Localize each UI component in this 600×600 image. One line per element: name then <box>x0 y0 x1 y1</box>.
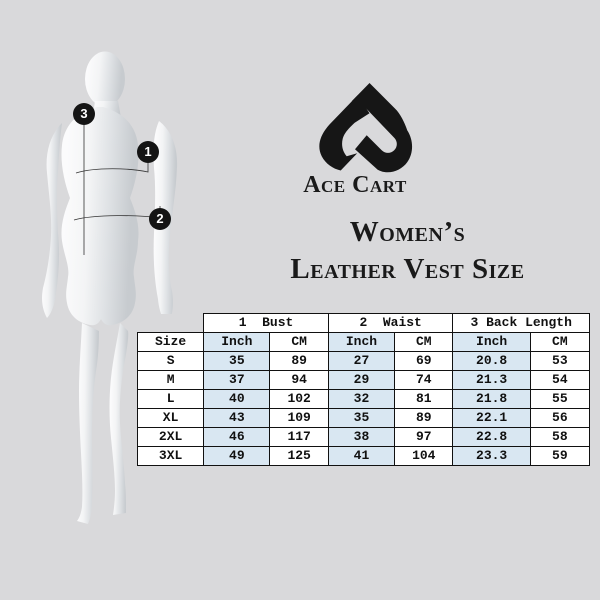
svg-text:2: 2 <box>156 211 163 226</box>
svg-text:3: 3 <box>80 106 87 121</box>
svg-text:1: 1 <box>144 144 151 159</box>
